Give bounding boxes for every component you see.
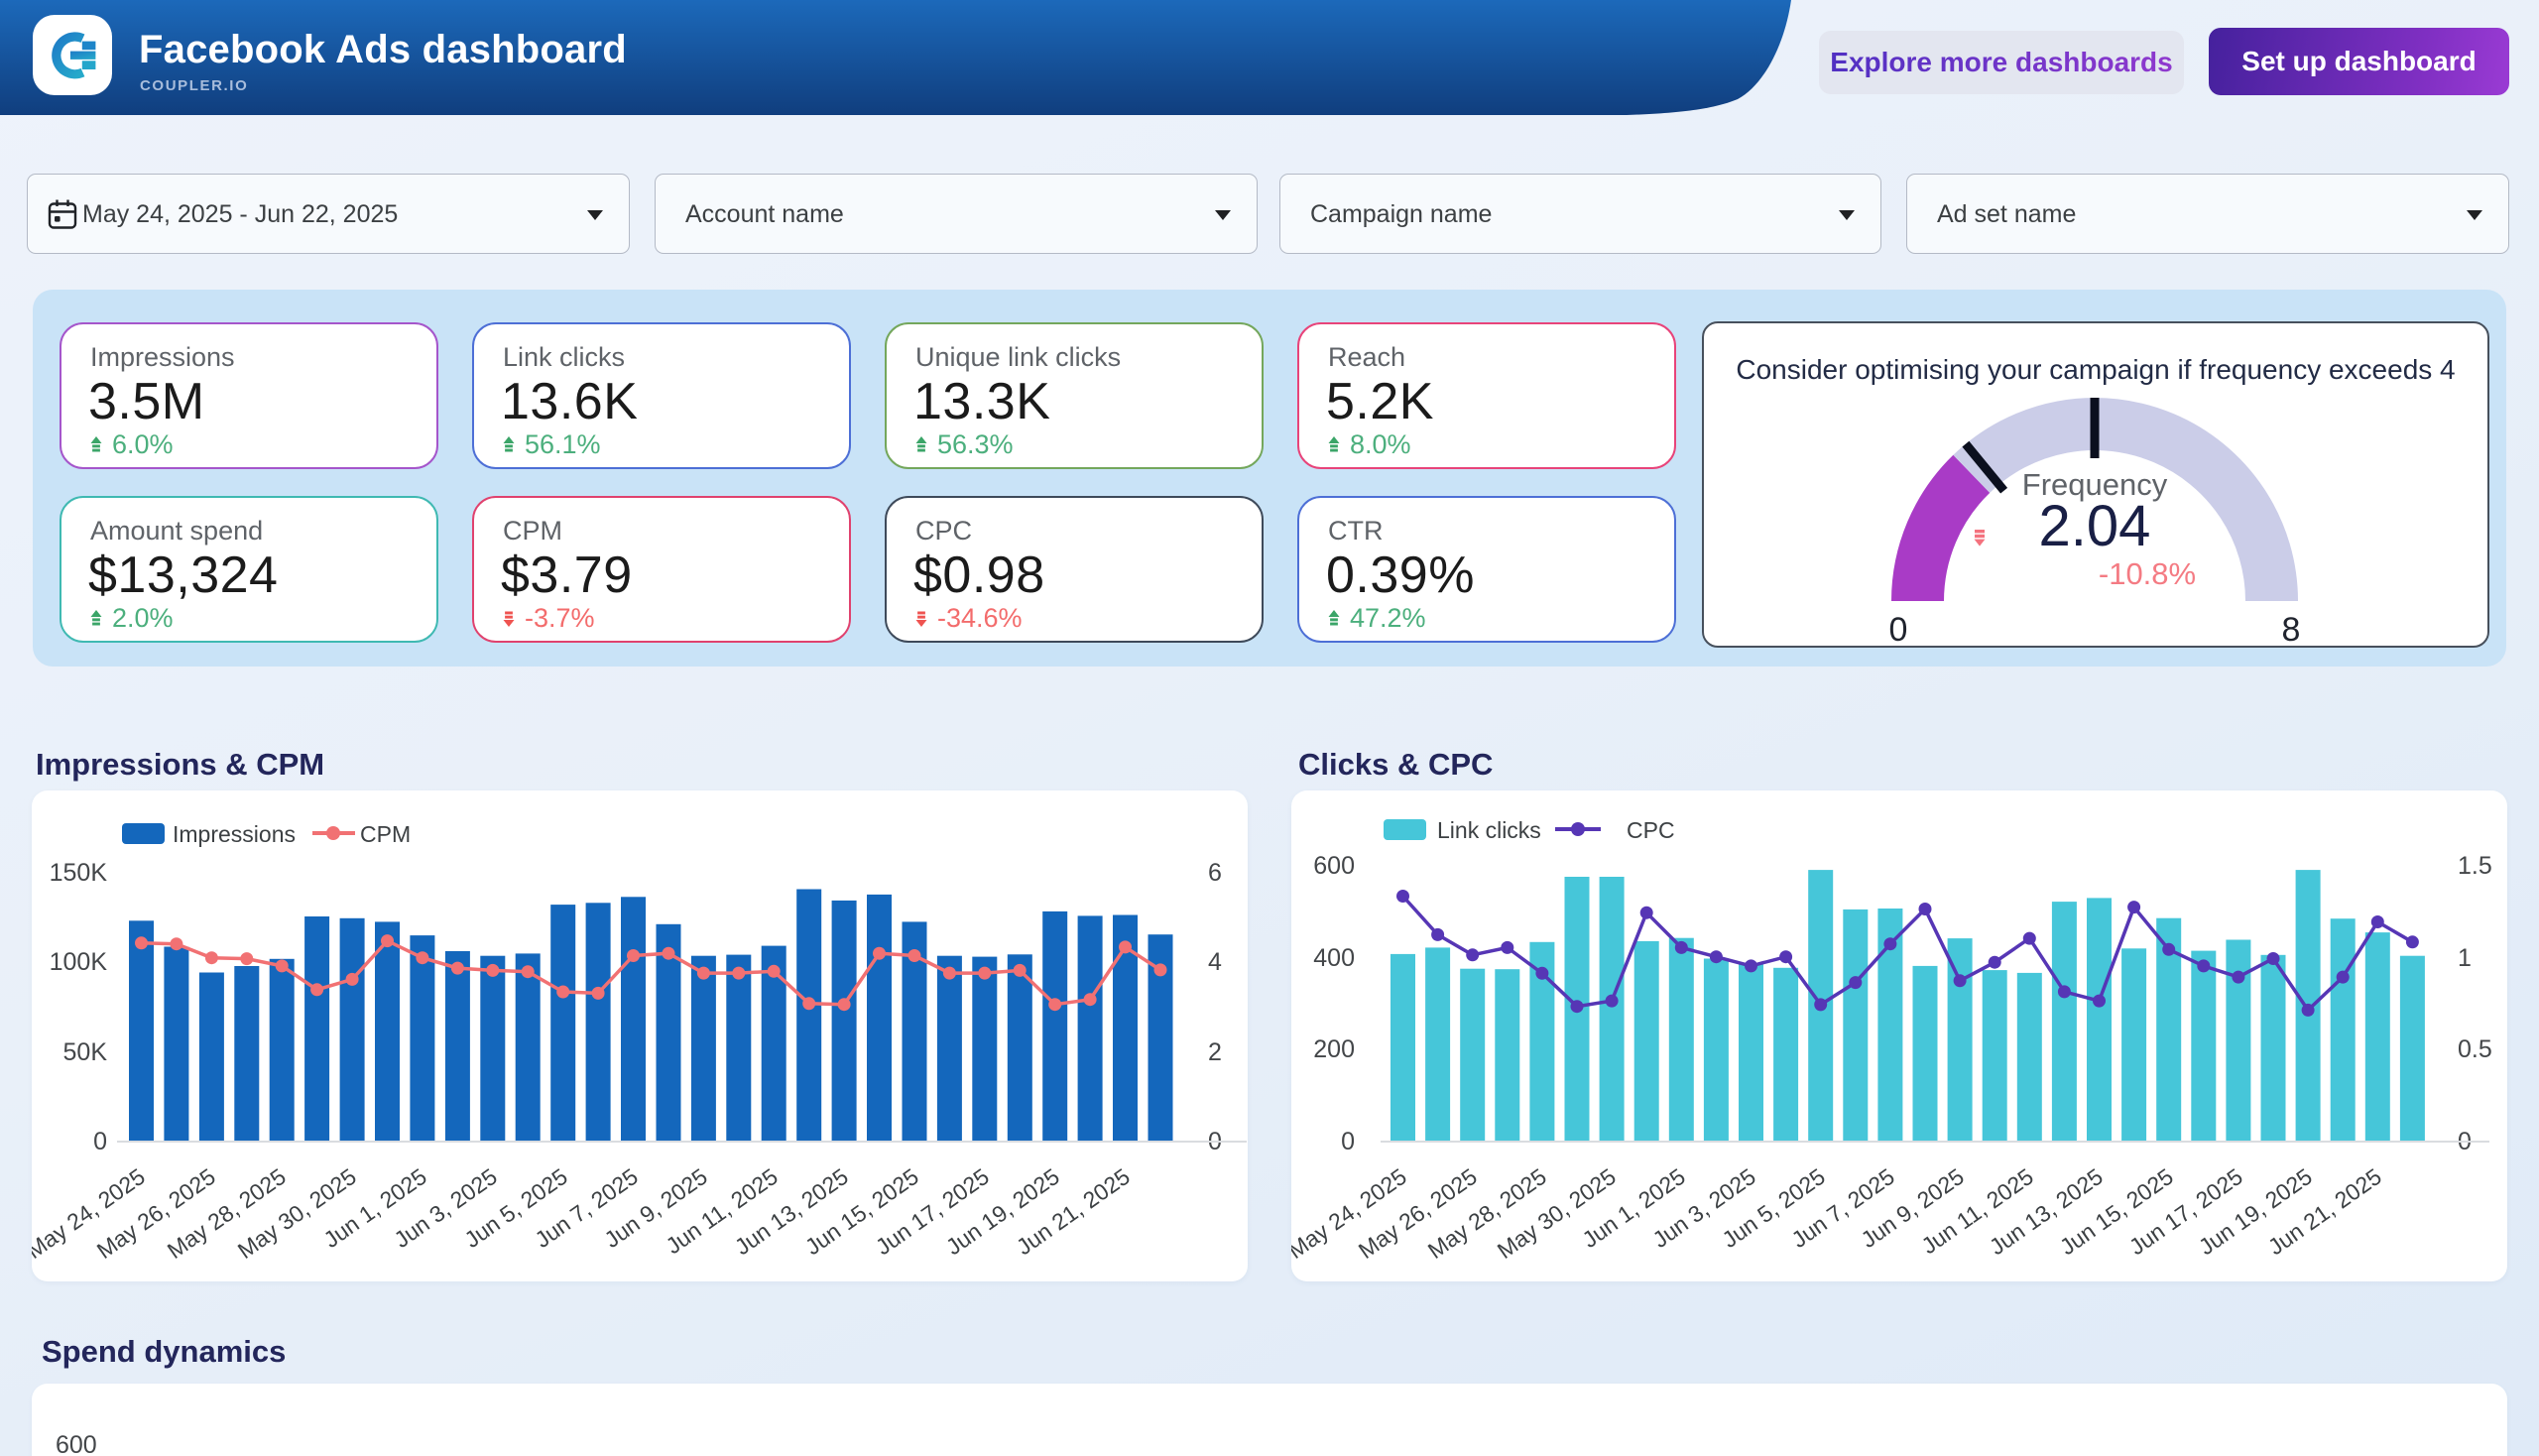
- svg-text:Impressions: Impressions: [173, 821, 296, 847]
- svg-text:May 26, 2025: May 26, 2025: [92, 1163, 220, 1264]
- svg-text:0: 0: [93, 1128, 107, 1155]
- svg-text:May 26, 2025: May 26, 2025: [1354, 1163, 1482, 1264]
- svg-text:0.5: 0.5: [2458, 1035, 2492, 1063]
- svg-text:2.04: 2.04: [2039, 494, 2151, 558]
- svg-text:CPM: CPM: [360, 821, 411, 847]
- svg-text:CPC: CPC: [1627, 817, 1675, 843]
- svg-text:1: 1: [2458, 944, 2472, 972]
- svg-text:4: 4: [1208, 948, 1222, 976]
- svg-text:0: 0: [1889, 611, 1908, 649]
- svg-text:2: 2: [1208, 1038, 1222, 1066]
- svg-text:400: 400: [1313, 944, 1355, 972]
- svg-text:50K: 50K: [63, 1038, 108, 1066]
- svg-text:600: 600: [1313, 852, 1355, 880]
- svg-text:Link clicks: Link clicks: [1437, 817, 1541, 843]
- svg-text:-10.8%: -10.8%: [2099, 556, 2196, 591]
- svg-text:May 30, 2025: May 30, 2025: [1493, 1163, 1621, 1264]
- svg-text:8: 8: [2282, 611, 2301, 649]
- svg-text:100K: 100K: [50, 948, 108, 976]
- svg-text:150K: 150K: [50, 859, 108, 887]
- svg-text:May 24, 2025: May 24, 2025: [1291, 1163, 1411, 1264]
- svg-text:May 28, 2025: May 28, 2025: [1423, 1163, 1551, 1264]
- svg-text:Frequency: Frequency: [2022, 467, 2168, 502]
- svg-text:0: 0: [1341, 1128, 1355, 1155]
- svg-text:May 28, 2025: May 28, 2025: [163, 1163, 291, 1264]
- svg-text:200: 200: [1313, 1035, 1355, 1063]
- svg-text:6: 6: [1208, 859, 1222, 887]
- svg-text:May 30, 2025: May 30, 2025: [233, 1163, 361, 1264]
- svg-text:1.5: 1.5: [2458, 852, 2492, 880]
